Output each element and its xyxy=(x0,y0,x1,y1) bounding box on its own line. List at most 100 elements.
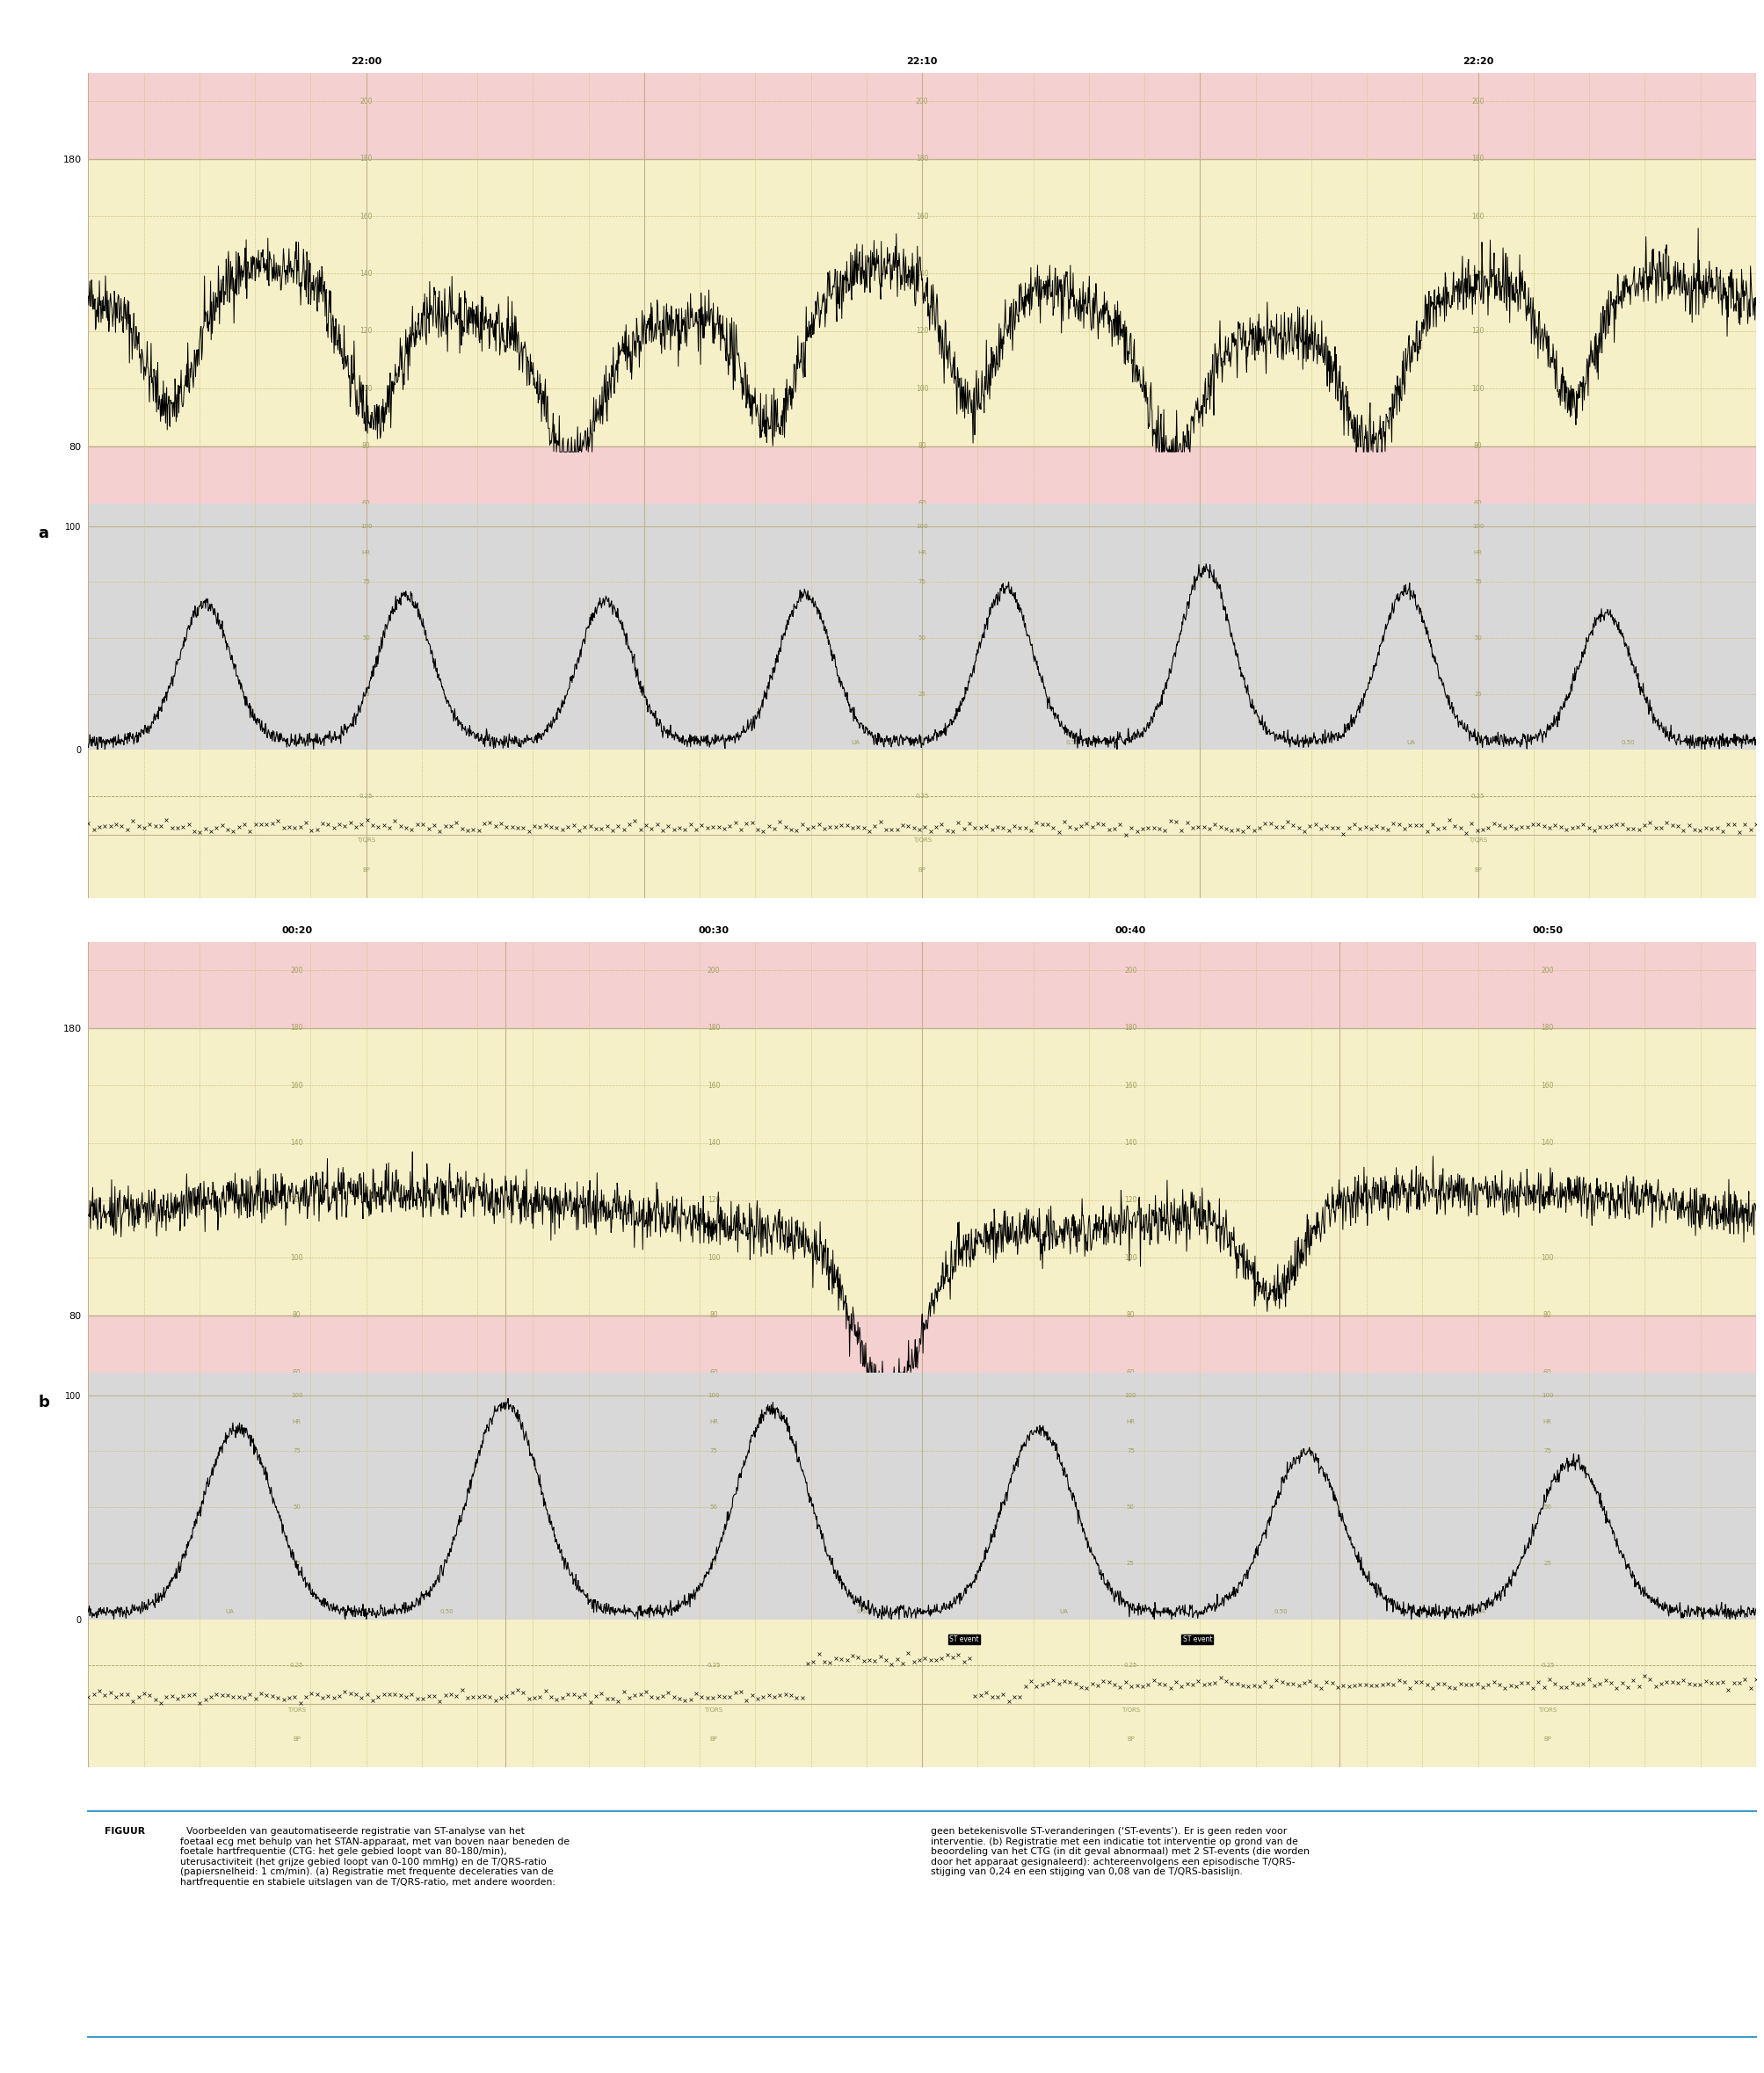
Point xyxy=(1217,815,1245,848)
Text: BP: BP xyxy=(917,867,926,873)
Point xyxy=(1519,1671,1547,1704)
Point xyxy=(866,804,894,837)
Point xyxy=(1274,1667,1302,1700)
Text: 140: 140 xyxy=(1540,1138,1552,1146)
Text: 50: 50 xyxy=(1473,636,1482,641)
Point xyxy=(1418,808,1446,842)
Point xyxy=(1083,1669,1111,1702)
Point xyxy=(296,1677,325,1710)
Point xyxy=(337,1677,365,1710)
Point xyxy=(1212,813,1240,846)
Point xyxy=(693,1681,721,1714)
Text: UA: UA xyxy=(1058,1609,1067,1615)
Point xyxy=(270,811,298,844)
Text: 100: 100 xyxy=(1471,522,1484,529)
Text: HR: HR xyxy=(1473,549,1482,556)
Point xyxy=(910,811,938,844)
Text: 180: 180 xyxy=(707,1024,720,1032)
Point xyxy=(988,811,1016,844)
Point xyxy=(520,1681,549,1714)
Point xyxy=(822,1642,850,1675)
Point xyxy=(660,813,688,846)
Text: UA: UA xyxy=(642,1609,651,1615)
Point xyxy=(670,813,699,846)
Point xyxy=(944,1638,972,1671)
Point xyxy=(1679,1669,1708,1702)
Point xyxy=(848,811,877,844)
Text: 0.25: 0.25 xyxy=(360,794,372,798)
Text: 60: 60 xyxy=(709,1368,718,1376)
Text: 0.25: 0.25 xyxy=(707,1663,720,1669)
Point xyxy=(1395,808,1424,842)
Point xyxy=(554,1677,582,1710)
Point xyxy=(699,1681,727,1714)
Text: 80: 80 xyxy=(917,442,926,450)
Point xyxy=(721,1675,750,1708)
Text: 0.50: 0.50 xyxy=(1621,740,1633,746)
Point xyxy=(1267,1665,1295,1698)
Point xyxy=(587,1677,616,1710)
Text: UA: UA xyxy=(1476,1609,1485,1615)
Point xyxy=(603,1685,632,1719)
Point xyxy=(542,811,570,844)
Point xyxy=(291,806,319,840)
Point xyxy=(1240,1669,1268,1702)
Point xyxy=(575,811,603,844)
Point xyxy=(894,1636,923,1669)
Text: 120: 120 xyxy=(1540,1196,1552,1204)
Point xyxy=(833,808,861,842)
Point xyxy=(564,1679,593,1712)
Point xyxy=(882,1642,910,1675)
Text: 25: 25 xyxy=(709,1561,718,1565)
Point xyxy=(1524,808,1552,842)
Point xyxy=(1256,1671,1284,1704)
Point xyxy=(1424,1667,1452,1700)
Point xyxy=(815,1646,843,1679)
Point xyxy=(871,1644,900,1677)
Point xyxy=(1339,1669,1367,1702)
Point xyxy=(146,808,175,842)
Point xyxy=(348,808,376,842)
Text: 180: 180 xyxy=(1124,1024,1136,1032)
Point xyxy=(1289,1667,1318,1700)
Point xyxy=(1173,806,1201,840)
Point xyxy=(1222,813,1251,846)
Text: 200: 200 xyxy=(360,97,372,106)
Text: 180: 180 xyxy=(360,155,372,162)
Point xyxy=(1485,1669,1514,1702)
Point xyxy=(169,811,198,844)
Point xyxy=(1134,811,1162,844)
Point xyxy=(732,806,760,840)
Point xyxy=(1573,1663,1602,1696)
Point xyxy=(1011,811,1039,844)
Point xyxy=(1669,815,1697,848)
Point xyxy=(1452,817,1480,850)
Point xyxy=(593,811,621,844)
Point xyxy=(887,1646,916,1679)
Point xyxy=(74,1681,102,1714)
Point xyxy=(459,813,487,846)
Point xyxy=(198,1681,226,1714)
Point xyxy=(1379,806,1408,840)
Point xyxy=(392,811,420,844)
Point xyxy=(1328,817,1357,850)
Text: 120: 120 xyxy=(707,1196,720,1204)
Point xyxy=(760,1679,789,1712)
Point xyxy=(709,813,737,846)
Point xyxy=(1245,811,1274,844)
Point xyxy=(866,1640,894,1673)
Point xyxy=(1060,813,1088,846)
Point xyxy=(748,815,776,848)
Text: BP: BP xyxy=(362,867,370,873)
Text: 0.50: 0.50 xyxy=(510,740,522,746)
Point xyxy=(1385,1665,1413,1698)
Point xyxy=(1439,1671,1468,1704)
Point xyxy=(944,806,972,840)
Point xyxy=(549,813,577,846)
Point xyxy=(854,815,882,848)
Point xyxy=(1596,1667,1625,1700)
Point xyxy=(1663,808,1692,842)
Point xyxy=(827,808,856,842)
Point xyxy=(727,1675,755,1708)
Text: a: a xyxy=(39,524,49,541)
